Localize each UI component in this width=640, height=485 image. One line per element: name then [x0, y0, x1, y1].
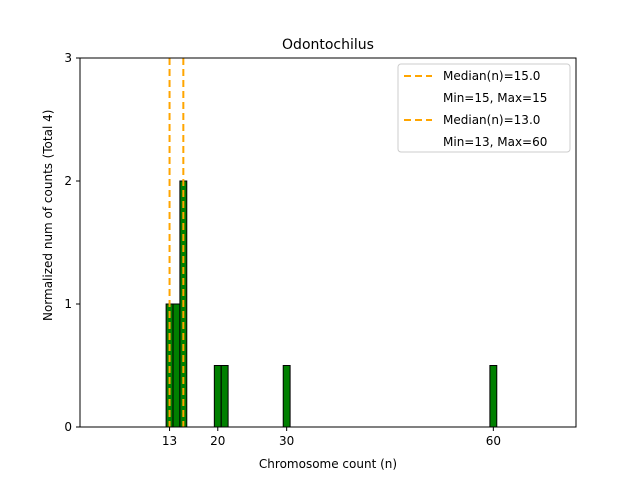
legend: Median(n)=15.0 Min=15, Max=15 Median(n)=13… [397, 63, 571, 153]
legend-label: Median(n)=13.0 [443, 113, 540, 127]
y-tick-label: 0 [64, 420, 72, 434]
x-tick-label: 30 [279, 434, 294, 448]
y-axis-label: Normalized num of counts [41, 163, 55, 321]
legend-box [397, 63, 571, 153]
legend-label: Median(n)=15.0 [443, 69, 540, 83]
y-tick-label: 1 [64, 297, 72, 311]
x-tick-label: 60 [486, 434, 501, 448]
bar [172, 303, 181, 428]
plot-frame [79, 57, 577, 428]
y-axis-total-note: (Total 4) [41, 110, 55, 159]
x-tick-label: 13 [162, 434, 177, 448]
bar [489, 365, 498, 428]
y-tick-label: 2 [64, 174, 72, 188]
y-tick-label: 3 [64, 51, 72, 65]
x-axis-label: Chromosome count (n) [259, 457, 397, 471]
x-tick-label: 20 [210, 434, 225, 448]
bar [220, 365, 229, 428]
chart-title: Odontochilus [282, 37, 374, 53]
legend-range-label: Min=15, Max=15 [443, 91, 547, 105]
bar [282, 365, 291, 428]
legend-range-label: Min=13, Max=60 [443, 135, 547, 149]
bar [213, 365, 222, 428]
